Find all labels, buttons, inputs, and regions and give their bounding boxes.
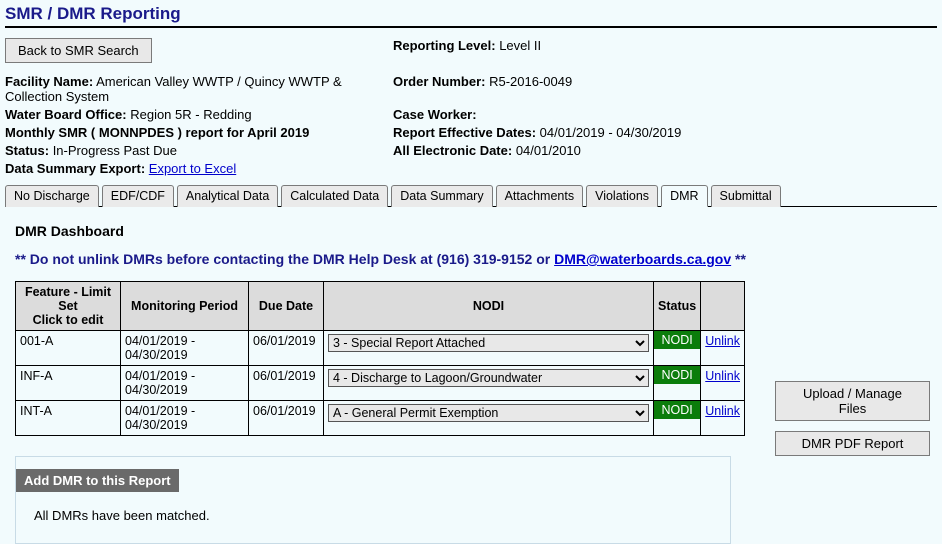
dashboard-title: DMR Dashboard [15, 223, 937, 239]
status-cell: NODI [654, 401, 701, 436]
nodi-select[interactable]: 3 - Special Report Attached4 - Discharge… [328, 404, 649, 422]
tab-bar: No DischargeEDF/CDFAnalytical DataCalcul… [5, 184, 937, 207]
table-row: INT-A04/01/2019 - 04/30/201906/01/20193 … [16, 401, 745, 436]
dmr-email-link[interactable]: DMR@waterboards.ca.gov [554, 251, 731, 267]
tab-dmr[interactable]: DMR [661, 185, 707, 207]
effective-dates-label: Report Effective Dates: [393, 125, 536, 140]
electronic-date-value: 04/01/2010 [516, 143, 581, 158]
water-board-label: Water Board Office: [5, 107, 127, 122]
feature-cell[interactable]: INT-A [16, 401, 121, 436]
tab-no-discharge[interactable]: No Discharge [5, 185, 99, 207]
order-number-label: Order Number: [393, 74, 485, 89]
order-number-value: R5-2016-0049 [489, 74, 572, 89]
unlink-link[interactable]: Unlink [705, 334, 740, 348]
col-nodi: NODI [324, 282, 654, 331]
nodi-select[interactable]: 3 - Special Report Attached4 - Discharge… [328, 369, 649, 387]
status-badge: NODI [654, 401, 700, 419]
col-feature: Feature - Limit Set Click to edit [16, 282, 121, 331]
table-row: 001-A04/01/2019 - 04/30/201906/01/20193 … [16, 331, 745, 366]
match-message: All DMRs have been matched. [16, 492, 730, 523]
status-cell: NODI [654, 366, 701, 401]
action-cell: Unlink [701, 401, 745, 436]
status-badge: NODI [654, 366, 700, 384]
nodi-cell: 3 - Special Report Attached4 - Discharge… [324, 366, 654, 401]
facility-name-label: Facility Name: [5, 74, 93, 89]
electronic-date-label: All Electronic Date: [393, 143, 512, 158]
export-to-excel-link[interactable]: Export to Excel [149, 161, 236, 176]
water-board-value: Region 5R - Redding [130, 107, 251, 122]
action-cell: Unlink [701, 366, 745, 401]
tab-calculated-data[interactable]: Calculated Data [281, 185, 388, 207]
reporting-level-value: Level II [499, 38, 541, 53]
add-dmr-header: Add DMR to this Report [16, 469, 179, 492]
dmr-table: Feature - Limit Set Click to edit Monito… [15, 281, 745, 436]
status-value: In-Progress Past Due [53, 143, 177, 158]
upload-manage-files-button[interactable]: Upload / Manage Files [775, 381, 930, 421]
unlink-link[interactable]: Unlink [705, 404, 740, 418]
status-cell: NODI [654, 331, 701, 366]
period-cell: 04/01/2019 - 04/30/2019 [121, 366, 249, 401]
nodi-cell: 3 - Special Report Attached4 - Discharge… [324, 331, 654, 366]
period-cell: 04/01/2019 - 04/30/2019 [121, 401, 249, 436]
status-label: Status: [5, 143, 49, 158]
tab-edf-cdf[interactable]: EDF/CDF [102, 185, 174, 207]
due-cell: 06/01/2019 [249, 331, 324, 366]
back-to-search-button[interactable]: Back to SMR Search [5, 38, 152, 63]
col-due: Due Date [249, 282, 324, 331]
nodi-select[interactable]: 3 - Special Report Attached4 - Discharge… [328, 334, 649, 352]
case-worker-label: Case Worker: [393, 107, 477, 122]
tab-attachments[interactable]: Attachments [496, 185, 583, 207]
due-cell: 06/01/2019 [249, 366, 324, 401]
dmr-pdf-report-button[interactable]: DMR PDF Report [775, 431, 930, 456]
feature-cell[interactable]: INF-A [16, 366, 121, 401]
warning-text: ** Do not unlink DMRs before contacting … [15, 251, 937, 267]
tab-violations[interactable]: Violations [586, 185, 658, 207]
feature-cell[interactable]: 001-A [16, 331, 121, 366]
action-cell: Unlink [701, 331, 745, 366]
add-dmr-panel: Add DMR to this Report All DMRs have bee… [15, 456, 731, 544]
report-line: Monthly SMR ( MONNPDES ) report for Apri… [5, 125, 385, 140]
col-status: Status [654, 282, 701, 331]
nodi-cell: 3 - Special Report Attached4 - Discharge… [324, 401, 654, 436]
page-title: SMR / DMR Reporting [5, 4, 937, 28]
export-label: Data Summary Export: [5, 161, 145, 176]
table-row: INF-A04/01/2019 - 04/30/201906/01/20193 … [16, 366, 745, 401]
tab-data-summary[interactable]: Data Summary [391, 185, 492, 207]
reporting-level-label: Reporting Level: [393, 38, 496, 53]
col-action [701, 282, 745, 331]
unlink-link[interactable]: Unlink [705, 369, 740, 383]
due-cell: 06/01/2019 [249, 401, 324, 436]
tab-submittal[interactable]: Submittal [711, 185, 781, 207]
effective-dates-value: 04/01/2019 - 04/30/2019 [540, 125, 682, 140]
status-badge: NODI [654, 331, 700, 349]
col-period: Monitoring Period [121, 282, 249, 331]
tab-analytical-data[interactable]: Analytical Data [177, 185, 278, 207]
period-cell: 04/01/2019 - 04/30/2019 [121, 331, 249, 366]
